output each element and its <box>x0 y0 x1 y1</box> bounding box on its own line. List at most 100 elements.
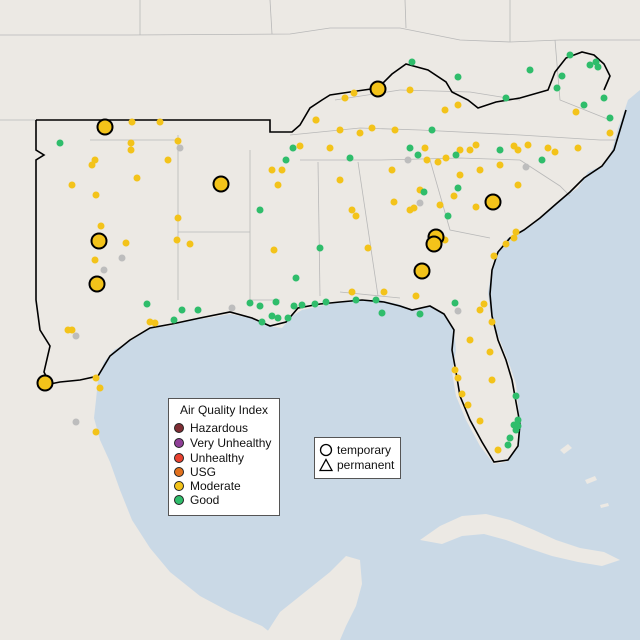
moderate-station-marker[interactable] <box>450 192 458 200</box>
no-data-station-marker[interactable] <box>176 144 184 152</box>
no-data-station-marker[interactable] <box>522 163 530 171</box>
no-data-station-marker[interactable] <box>454 307 462 315</box>
moderate-station-marker[interactable] <box>336 176 344 184</box>
good-station-marker[interactable] <box>170 316 178 324</box>
good-station-marker[interactable] <box>274 314 282 322</box>
moderate-station-marker[interactable] <box>454 101 462 109</box>
good-station-marker[interactable] <box>512 392 520 400</box>
temporary-moderate-station-marker[interactable] <box>88 275 106 293</box>
moderate-station-marker[interactable] <box>336 126 344 134</box>
moderate-station-marker[interactable] <box>436 201 444 209</box>
good-station-marker[interactable] <box>143 300 151 308</box>
no-data-station-marker[interactable] <box>404 156 412 164</box>
moderate-station-marker[interactable] <box>97 222 105 230</box>
good-station-marker[interactable] <box>514 416 522 424</box>
good-station-marker[interactable] <box>586 61 594 69</box>
moderate-station-marker[interactable] <box>68 181 76 189</box>
no-data-station-marker[interactable] <box>72 418 80 426</box>
temporary-moderate-station-marker[interactable] <box>96 118 114 136</box>
moderate-station-marker[interactable] <box>472 203 480 211</box>
good-station-marker[interactable] <box>452 151 460 159</box>
good-station-marker[interactable] <box>289 144 297 152</box>
moderate-station-marker[interactable] <box>476 306 484 314</box>
moderate-station-marker[interactable] <box>514 146 522 154</box>
good-station-marker[interactable] <box>282 156 290 164</box>
no-data-station-marker[interactable] <box>100 266 108 274</box>
moderate-station-marker[interactable] <box>92 374 100 382</box>
moderate-station-marker[interactable] <box>348 206 356 214</box>
good-station-marker[interactable] <box>566 51 574 59</box>
moderate-station-marker[interactable] <box>412 292 420 300</box>
temporary-moderate-station-marker[interactable] <box>369 80 387 98</box>
good-station-marker[interactable] <box>322 298 330 306</box>
moderate-station-marker[interactable] <box>88 161 96 169</box>
good-station-marker[interactable] <box>506 434 514 442</box>
moderate-station-marker[interactable] <box>488 376 496 384</box>
moderate-station-marker[interactable] <box>391 126 399 134</box>
moderate-station-marker[interactable] <box>496 161 504 169</box>
moderate-station-marker[interactable] <box>494 446 502 454</box>
moderate-station-marker[interactable] <box>174 137 182 145</box>
moderate-station-marker[interactable] <box>480 300 488 308</box>
good-station-marker[interactable] <box>178 306 186 314</box>
moderate-station-marker[interactable] <box>268 166 276 174</box>
good-station-marker[interactable] <box>514 422 522 430</box>
moderate-station-marker[interactable] <box>512 228 520 236</box>
moderate-station-marker[interactable] <box>326 144 334 152</box>
temporary-moderate-station-marker[interactable] <box>484 193 502 211</box>
moderate-station-marker[interactable] <box>606 129 614 137</box>
moderate-station-marker[interactable] <box>368 124 376 132</box>
moderate-station-marker[interactable] <box>451 366 459 374</box>
good-station-marker[interactable] <box>553 84 561 92</box>
good-station-marker[interactable] <box>346 154 354 162</box>
moderate-station-marker[interactable] <box>270 246 278 254</box>
moderate-station-marker[interactable] <box>421 144 429 152</box>
temporary-moderate-station-marker[interactable] <box>36 374 54 392</box>
temporary-moderate-station-marker[interactable] <box>413 262 431 280</box>
good-station-marker[interactable] <box>194 306 202 314</box>
moderate-station-marker[interactable] <box>544 144 552 152</box>
moderate-station-marker[interactable] <box>350 89 358 97</box>
moderate-station-marker[interactable] <box>466 336 474 344</box>
no-data-station-marker[interactable] <box>118 254 126 262</box>
moderate-station-marker[interactable] <box>574 144 582 152</box>
good-station-marker[interactable] <box>292 274 300 282</box>
moderate-station-marker[interactable] <box>410 204 418 212</box>
moderate-station-marker[interactable] <box>458 390 466 398</box>
no-data-station-marker[interactable] <box>72 332 80 340</box>
moderate-station-marker[interactable] <box>472 141 480 149</box>
moderate-station-marker[interactable] <box>312 116 320 124</box>
moderate-station-marker[interactable] <box>348 288 356 296</box>
moderate-station-marker[interactable] <box>456 171 464 179</box>
good-station-marker[interactable] <box>290 302 298 310</box>
moderate-station-marker[interactable] <box>476 166 484 174</box>
temporary-moderate-station-marker[interactable] <box>425 235 443 253</box>
good-station-marker[interactable] <box>298 301 306 309</box>
moderate-station-marker[interactable] <box>68 326 76 334</box>
moderate-station-marker[interactable] <box>127 146 135 154</box>
good-station-marker[interactable] <box>496 146 504 154</box>
good-station-marker[interactable] <box>454 184 462 192</box>
no-data-station-marker[interactable] <box>228 304 236 312</box>
moderate-station-marker[interactable] <box>352 212 360 220</box>
moderate-station-marker[interactable] <box>456 146 464 154</box>
moderate-station-marker[interactable] <box>96 384 104 392</box>
moderate-station-marker[interactable] <box>423 156 431 164</box>
good-station-marker[interactable] <box>558 72 566 80</box>
moderate-station-marker[interactable] <box>278 166 286 174</box>
moderate-station-marker[interactable] <box>524 141 532 149</box>
good-station-marker[interactable] <box>258 318 266 326</box>
moderate-station-marker[interactable] <box>92 191 100 199</box>
good-station-marker[interactable] <box>606 114 614 122</box>
moderate-station-marker[interactable] <box>572 108 580 116</box>
good-station-marker[interactable] <box>504 441 512 449</box>
moderate-station-marker[interactable] <box>551 148 559 156</box>
moderate-station-marker[interactable] <box>476 417 484 425</box>
moderate-station-marker[interactable] <box>128 118 136 126</box>
moderate-station-marker[interactable] <box>174 214 182 222</box>
no-data-station-marker[interactable] <box>416 199 424 207</box>
moderate-station-marker[interactable] <box>91 256 99 264</box>
good-station-marker[interactable] <box>352 296 360 304</box>
